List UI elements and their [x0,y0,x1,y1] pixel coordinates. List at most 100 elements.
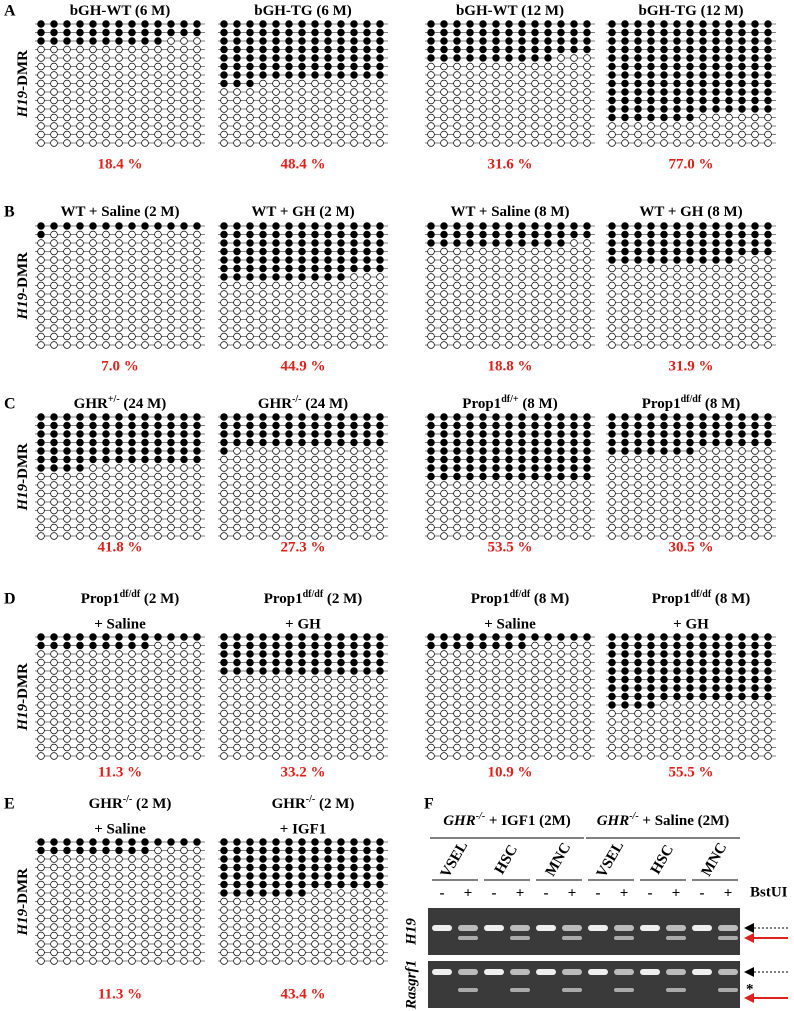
cpg-site [545,299,552,306]
cpg-site [103,932,110,939]
cpg-site [351,941,358,948]
cpg-site [454,299,461,306]
cpg-site [532,693,539,700]
cpg-site [584,29,591,36]
cpg-site [441,710,448,717]
cpg-site [260,668,267,675]
cpg-site [90,924,97,931]
cpg-site [739,291,746,298]
cpg-site [325,80,332,87]
cpg-site [273,890,280,897]
cpg-site [142,907,149,914]
cpg-site [467,46,474,53]
cpg-site [674,248,681,255]
title-part: (2 M) [140,591,179,607]
cpg-site [221,847,228,854]
cpg-site [77,140,84,147]
cpg-site [765,231,772,238]
cpg-site [713,38,720,45]
cpg-site [312,414,319,421]
cpg-site [364,533,371,540]
cpg-site [752,439,759,446]
cpg-site [299,753,306,760]
cpg-site [726,414,733,421]
cpg-site [116,414,123,421]
cpg-site [299,422,306,429]
cpg-site [51,881,58,888]
cpg-site [428,63,435,70]
cpg-site [519,516,526,523]
cpg-site [116,325,123,332]
cpg-site [90,839,97,846]
cpg-site [325,46,332,53]
cpg-site [38,97,45,104]
cpg-site [752,744,759,751]
cpg-site [273,907,280,914]
cpg-site [519,431,526,438]
cpg-site [103,291,110,298]
cpg-site [713,80,720,87]
cpg-site [260,727,267,734]
cpg-site [648,668,655,675]
cpg-site [377,431,384,438]
cpg-site [545,676,552,683]
cpg-site [116,736,123,743]
cpg-site [286,736,293,743]
cpg-site [506,439,513,446]
cpg-site [155,448,162,455]
cpg-site [752,106,759,113]
cpg-site [260,693,267,700]
cpg-site [64,659,71,666]
cpg-site [273,915,280,922]
cpg-site [260,316,267,323]
cpg-site [648,282,655,289]
cpg-site [338,29,345,36]
cpg-site [700,89,707,96]
cpg-site [571,291,578,298]
cpg-site [584,282,591,289]
cpg-site [142,482,149,489]
cpg-site [51,719,58,726]
cpg-site [299,727,306,734]
title-part: (2 M) [315,796,354,812]
cpg-site [519,316,526,323]
cpg-site [506,325,513,332]
gel-band [666,925,686,931]
cpg-site [428,693,435,700]
cpg-site [506,727,513,734]
cpg-site [194,941,201,948]
cpg-site [312,465,319,472]
cpg-site [532,72,539,79]
cpg-site [648,38,655,45]
cpg-site [51,693,58,700]
cpg-site [661,753,668,760]
cpg-site [103,240,110,247]
cpg-site [77,932,84,939]
cpg-site [90,890,97,897]
cpg-site [454,291,461,298]
cpg-site [532,533,539,540]
cpg-site [545,465,552,472]
cpg-site [571,231,578,238]
cpg-site [312,21,319,28]
cpg-site [299,55,306,62]
cpg-site [377,456,384,463]
cpg-site [168,333,175,340]
cpg-site [338,482,345,489]
cpg-site [90,634,97,641]
cpg-site [739,140,746,147]
cpg-site [299,431,306,438]
cpg-site [168,456,175,463]
cpg-site [519,507,526,514]
cpg-site [129,439,136,446]
cpg-site [622,668,629,675]
cpg-site [273,46,280,53]
cpg-site [194,291,201,298]
cpg-site [221,257,228,264]
cpg-site [532,140,539,147]
cpg-site [428,325,435,332]
cpg-site [273,123,280,130]
cpg-site [571,456,578,463]
cpg-site [325,325,332,332]
cpg-site [558,72,565,79]
